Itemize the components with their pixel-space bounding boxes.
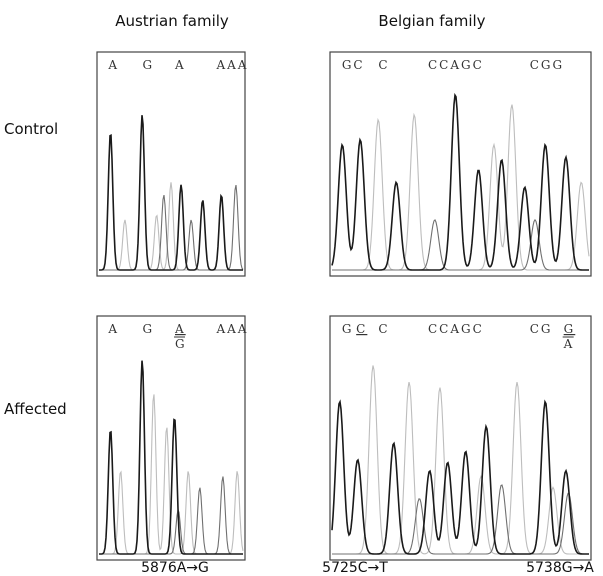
base-call-top: G	[564, 322, 576, 336]
base-call: C	[356, 322, 367, 336]
panel-frame	[97, 52, 245, 276]
base-call: C	[378, 58, 389, 72]
figure: Austrian family Belgian family Control A…	[0, 0, 603, 576]
base-call: CG	[530, 322, 553, 336]
base-call: AAA	[215, 58, 248, 72]
column-header: Austrian family	[115, 12, 229, 30]
base-call: AAA	[215, 322, 248, 336]
base-call: A	[107, 58, 119, 72]
base-call: GC	[342, 58, 365, 72]
base-call: CGG	[530, 58, 564, 72]
mutation-label: 5725C→T	[322, 560, 388, 576]
base-call: CCAGC	[428, 58, 484, 72]
base-call: G	[142, 58, 154, 72]
base-call: C	[378, 322, 389, 336]
base-call: G	[342, 322, 354, 336]
base-call-bottom: G	[175, 337, 187, 351]
mutation-label: 5738G→A	[526, 560, 594, 576]
base-call-bottom: A	[563, 337, 575, 351]
row-label: Control	[4, 120, 58, 138]
row-label: Affected	[4, 400, 67, 418]
base-call: A	[107, 322, 119, 336]
base-call: A	[174, 58, 186, 72]
mutation-label: 5876A→G	[141, 560, 209, 576]
base-call: G	[142, 322, 154, 336]
column-header: Belgian family	[378, 12, 485, 30]
base-call-top: A	[174, 322, 186, 336]
chromatogram-panel: GC C CCAGC CGG	[330, 52, 591, 276]
base-call: CCAGC	[428, 322, 484, 336]
